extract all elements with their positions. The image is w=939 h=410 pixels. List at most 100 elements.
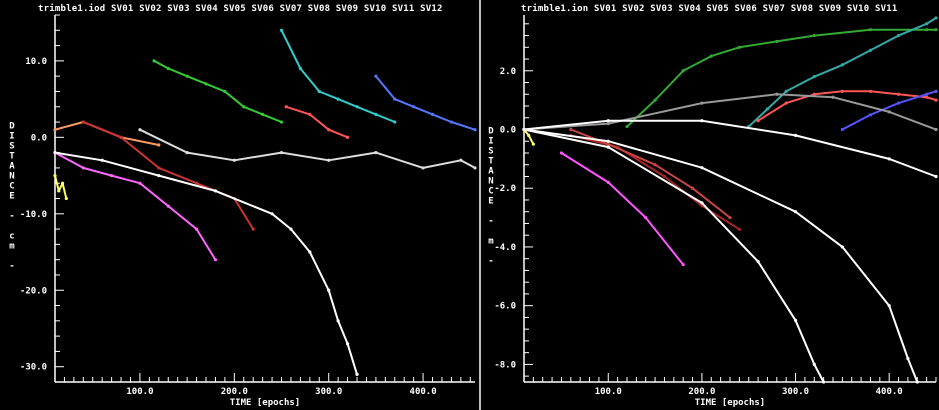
iod-series-2-point bbox=[138, 181, 142, 185]
ion-series-7-point bbox=[840, 89, 844, 93]
iod-series-10-point bbox=[327, 158, 331, 162]
iod-series-2-point bbox=[194, 227, 199, 231]
ion-series-10-point bbox=[793, 133, 798, 137]
ion-series-10-point bbox=[934, 174, 938, 179]
iod-series-4-point bbox=[194, 181, 199, 185]
iod-series-2-point bbox=[166, 204, 170, 208]
iod-series-8-point bbox=[374, 74, 378, 78]
iod-series-line-7 bbox=[285, 105, 348, 139]
iod-series-line-3 bbox=[54, 121, 160, 146]
iod-header-label-sv06: SV06 bbox=[245, 4, 274, 14]
iod-series-2-point bbox=[213, 258, 218, 262]
iod-y-tick-label: -10.0 bbox=[20, 210, 47, 220]
ion-series-8-point bbox=[868, 113, 873, 117]
ion-header-label-sv07: SV07 bbox=[757, 4, 786, 14]
ion-header-label-sv03: SV03 bbox=[644, 4, 673, 14]
iod-series-9-point bbox=[336, 319, 340, 323]
iod-series-3-point bbox=[53, 128, 57, 132]
iod-series-line-8 bbox=[375, 75, 476, 131]
ion-header-label-sv10: SV10 bbox=[841, 4, 870, 14]
ion-y-tick-label: -8.0 bbox=[494, 360, 516, 370]
ion-series-2-point bbox=[606, 180, 610, 184]
ion-series-6-point bbox=[925, 22, 929, 26]
ion-series-11-point bbox=[756, 260, 760, 264]
ion-series-12-point bbox=[606, 139, 610, 143]
ion-x-tick-label: 300.0 bbox=[782, 387, 809, 397]
iod-series-7-point bbox=[327, 128, 331, 132]
iod-y-tick-label: -30.0 bbox=[20, 363, 47, 373]
iod-series-4-point bbox=[157, 166, 161, 170]
iod-series-5-point bbox=[166, 66, 170, 71]
ion-header-label-sv08: SV08 bbox=[785, 4, 814, 14]
ion-series-6-point bbox=[765, 107, 770, 111]
iod-series-8-point bbox=[393, 97, 397, 101]
ion-series-2-point bbox=[681, 262, 685, 267]
iod-series-line-10 bbox=[139, 128, 476, 169]
ion-series-6-point bbox=[840, 63, 844, 67]
ion-series-4-point bbox=[690, 186, 695, 190]
ion-series-2-point bbox=[644, 215, 648, 220]
ion-header-label-sv05: SV05 bbox=[700, 4, 729, 14]
ion-header-label-sv04: SV04 bbox=[672, 4, 701, 14]
iod-x-tick-label: 200.0 bbox=[221, 387, 248, 397]
iod-header-label-sv11: SV11 bbox=[386, 4, 415, 14]
ion-series-8-point bbox=[896, 101, 901, 105]
ion-series-5-point bbox=[625, 124, 629, 129]
ion-series-9-point bbox=[606, 122, 610, 126]
iod-series-10-point bbox=[279, 151, 284, 155]
iod-x-tick-label: 100.0 bbox=[126, 387, 153, 397]
ion-y-tick-label: -6.0 bbox=[494, 302, 516, 312]
ion-chart-svg: 100.0 200.0 300.0 400.0 2.0 0.0 -2.0 -4.0 -6.0 -8… bbox=[488, 15, 938, 408]
iod-series-10-point bbox=[473, 166, 477, 170]
ion-y-tick-label: -4.0 bbox=[494, 243, 516, 253]
ion-series-9-point bbox=[831, 95, 835, 99]
ion-series-labels: SV01 SV02 SV03 SV04 SV05 SV06 SV07 SV08 … bbox=[594, 4, 897, 14]
iod-series-10-point bbox=[138, 128, 142, 132]
ion-series-9-point bbox=[887, 110, 891, 114]
ion-series-7-point bbox=[868, 89, 873, 93]
ion-series-4-point bbox=[569, 127, 573, 132]
iod-y-tick-label: 0.0 bbox=[31, 133, 47, 143]
iod-series-line-6 bbox=[280, 29, 396, 123]
ion-series-line-11 bbox=[523, 128, 825, 383]
ion-series-line-12 bbox=[523, 128, 919, 383]
iod-series-5-point bbox=[261, 112, 265, 116]
iod-series-7-point bbox=[284, 105, 288, 109]
ion-series-7-point bbox=[896, 92, 901, 96]
ion-y-tick-label: 2.0 bbox=[500, 67, 516, 77]
ion-series-5-point bbox=[681, 69, 685, 73]
iod-series-line-5 bbox=[153, 60, 282, 123]
ion-series-10-point bbox=[700, 119, 704, 123]
ion-series-5-point bbox=[737, 45, 741, 49]
iod-series-5-point bbox=[185, 74, 189, 78]
iod-series-10-point bbox=[459, 158, 463, 162]
iod-series-9-point bbox=[345, 342, 350, 346]
iod-series-1-point bbox=[60, 181, 65, 185]
iod-series-1-point bbox=[64, 196, 68, 201]
ion-series-6-point bbox=[784, 89, 788, 93]
ion-series-11-point bbox=[793, 318, 798, 322]
iod-header-label-sv12: SV12 bbox=[414, 4, 443, 14]
ion-series-7-point bbox=[756, 119, 760, 123]
iod-series-4-point bbox=[81, 120, 85, 124]
ion-series-11-point bbox=[606, 145, 610, 149]
ion-series-1-point bbox=[531, 142, 535, 146]
ion-series-4-point bbox=[606, 142, 610, 146]
ion-series-12-point bbox=[793, 210, 798, 214]
ion-series-line-6 bbox=[748, 17, 937, 128]
iod-header-label-sv10: SV10 bbox=[358, 4, 387, 14]
iod-series-8-point bbox=[473, 128, 477, 132]
iod-chart-title: trimble1.iod bbox=[38, 4, 106, 14]
iod-header-label-sv04: SV04 bbox=[189, 4, 218, 14]
ion-series-10-point bbox=[887, 157, 891, 161]
ion-x-axis-label: TIME [epochs] bbox=[695, 398, 765, 408]
ion-series-8-point bbox=[934, 89, 938, 93]
ion-series-5-point bbox=[653, 98, 657, 102]
iod-header-label-sv05: SV05 bbox=[217, 4, 246, 14]
ion-series-6-point bbox=[868, 48, 873, 52]
iod-series-1-point bbox=[57, 189, 61, 193]
iod-series-6-point bbox=[355, 105, 359, 109]
iod-series-6-point bbox=[317, 89, 321, 94]
iod-series-5-point bbox=[242, 105, 246, 109]
iod-series-6-point bbox=[298, 66, 302, 71]
